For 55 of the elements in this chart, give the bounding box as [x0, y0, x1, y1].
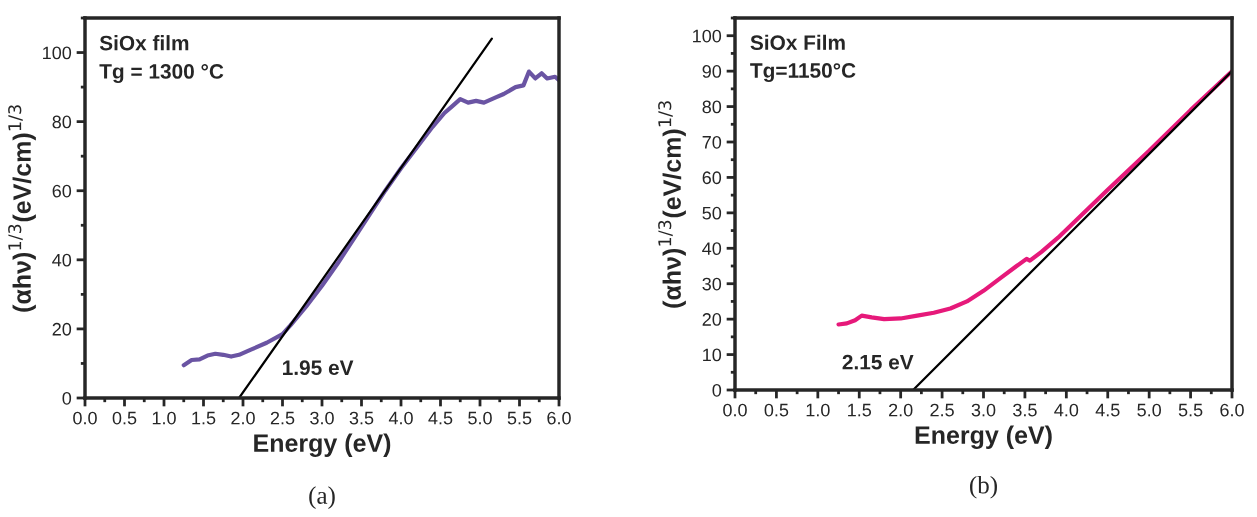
x-tick-label: 1.0 — [806, 403, 830, 417]
y-tick-label: 20 — [702, 313, 722, 326]
y-axis-title: (αhν)$^{1/3}$(eV/cm)$^{1/3}$ — [658, 101, 686, 308]
x-tick-label: 2.0 — [889, 403, 913, 417]
x-tick-label: 4.5 — [1095, 403, 1120, 417]
x-tick-label: 6.0 — [1220, 403, 1244, 417]
x-tick-label: 4.5 — [428, 411, 453, 425]
x-tick-label: 0.5 — [764, 403, 789, 417]
x-axis-title: Energy (eV) — [915, 425, 1052, 449]
y-tick-label: 40 — [702, 242, 722, 256]
x-tick-label: 2.5 — [930, 403, 954, 417]
text: (b) — [970, 475, 997, 499]
x-tick-label: 1.0 — [152, 411, 176, 425]
x-tick-label: 0.0 — [73, 411, 97, 425]
x-tick-label: 3.5 — [1013, 403, 1037, 417]
y-tick-label: 10 — [703, 348, 722, 362]
annotation: Tg=1150°C — [750, 63, 856, 83]
y-tick-label: 30 — [702, 277, 722, 291]
y-tick-label: 40 — [52, 253, 72, 267]
x-tick-label: 2.0 — [231, 411, 255, 425]
y-tick-label: 100 — [43, 46, 72, 60]
x-tick-label: 0.0 — [723, 403, 747, 417]
y-tick-label: 80 — [702, 100, 722, 114]
text: (a) — [309, 486, 335, 509]
annotation: 2.15 eV — [842, 354, 914, 370]
x-axis-title: Energy (eV) — [254, 433, 391, 457]
y-tick-label: 20 — [52, 322, 72, 336]
x-tick-label: 5.0 — [468, 411, 492, 425]
y-axis-title: (αhν)$^{1/3}$(eV/cm)$^{1/3}$ — [8, 105, 36, 312]
y-tick-label: 80 — [52, 115, 72, 129]
x-tick-label: 5.5 — [1178, 403, 1203, 417]
x-tick-label: 5.5 — [507, 411, 532, 425]
y-tick-label: 50 — [702, 206, 722, 220]
x-tick-label: 3.0 — [310, 411, 334, 425]
x-tick-label: 6.0 — [547, 411, 571, 425]
x-tick-label: 4.0 — [1054, 403, 1079, 417]
annotation: Tg = 1300 °C — [99, 64, 224, 84]
x-tick-label: 1.5 — [192, 411, 216, 425]
y-tick-label: 100 — [693, 29, 722, 43]
x-tick-label: 3.5 — [349, 411, 374, 425]
y-tick-label: 60 — [702, 171, 722, 185]
x-tick-label: 3.0 — [971, 403, 996, 417]
y-tick-label: 60 — [52, 184, 72, 198]
x-tick-label: 4.0 — [388, 411, 413, 425]
y-tick-label: 90 — [702, 65, 722, 78]
y-tick-label: 70 — [702, 135, 722, 149]
x-tick-label: 2.5 — [270, 411, 295, 425]
x-tick-label: 5.0 — [1137, 403, 1162, 417]
annotation: 1.95 eV — [283, 360, 354, 376]
y-tick-label: 0 — [712, 383, 722, 397]
y-tick-label: 0 — [62, 391, 72, 405]
x-tick-label: 0.5 — [112, 411, 137, 425]
annotation: SiOx Film — [750, 34, 845, 51]
annotation: SiOx film — [99, 35, 189, 51]
x-tick-label: 1.5 — [848, 403, 872, 417]
